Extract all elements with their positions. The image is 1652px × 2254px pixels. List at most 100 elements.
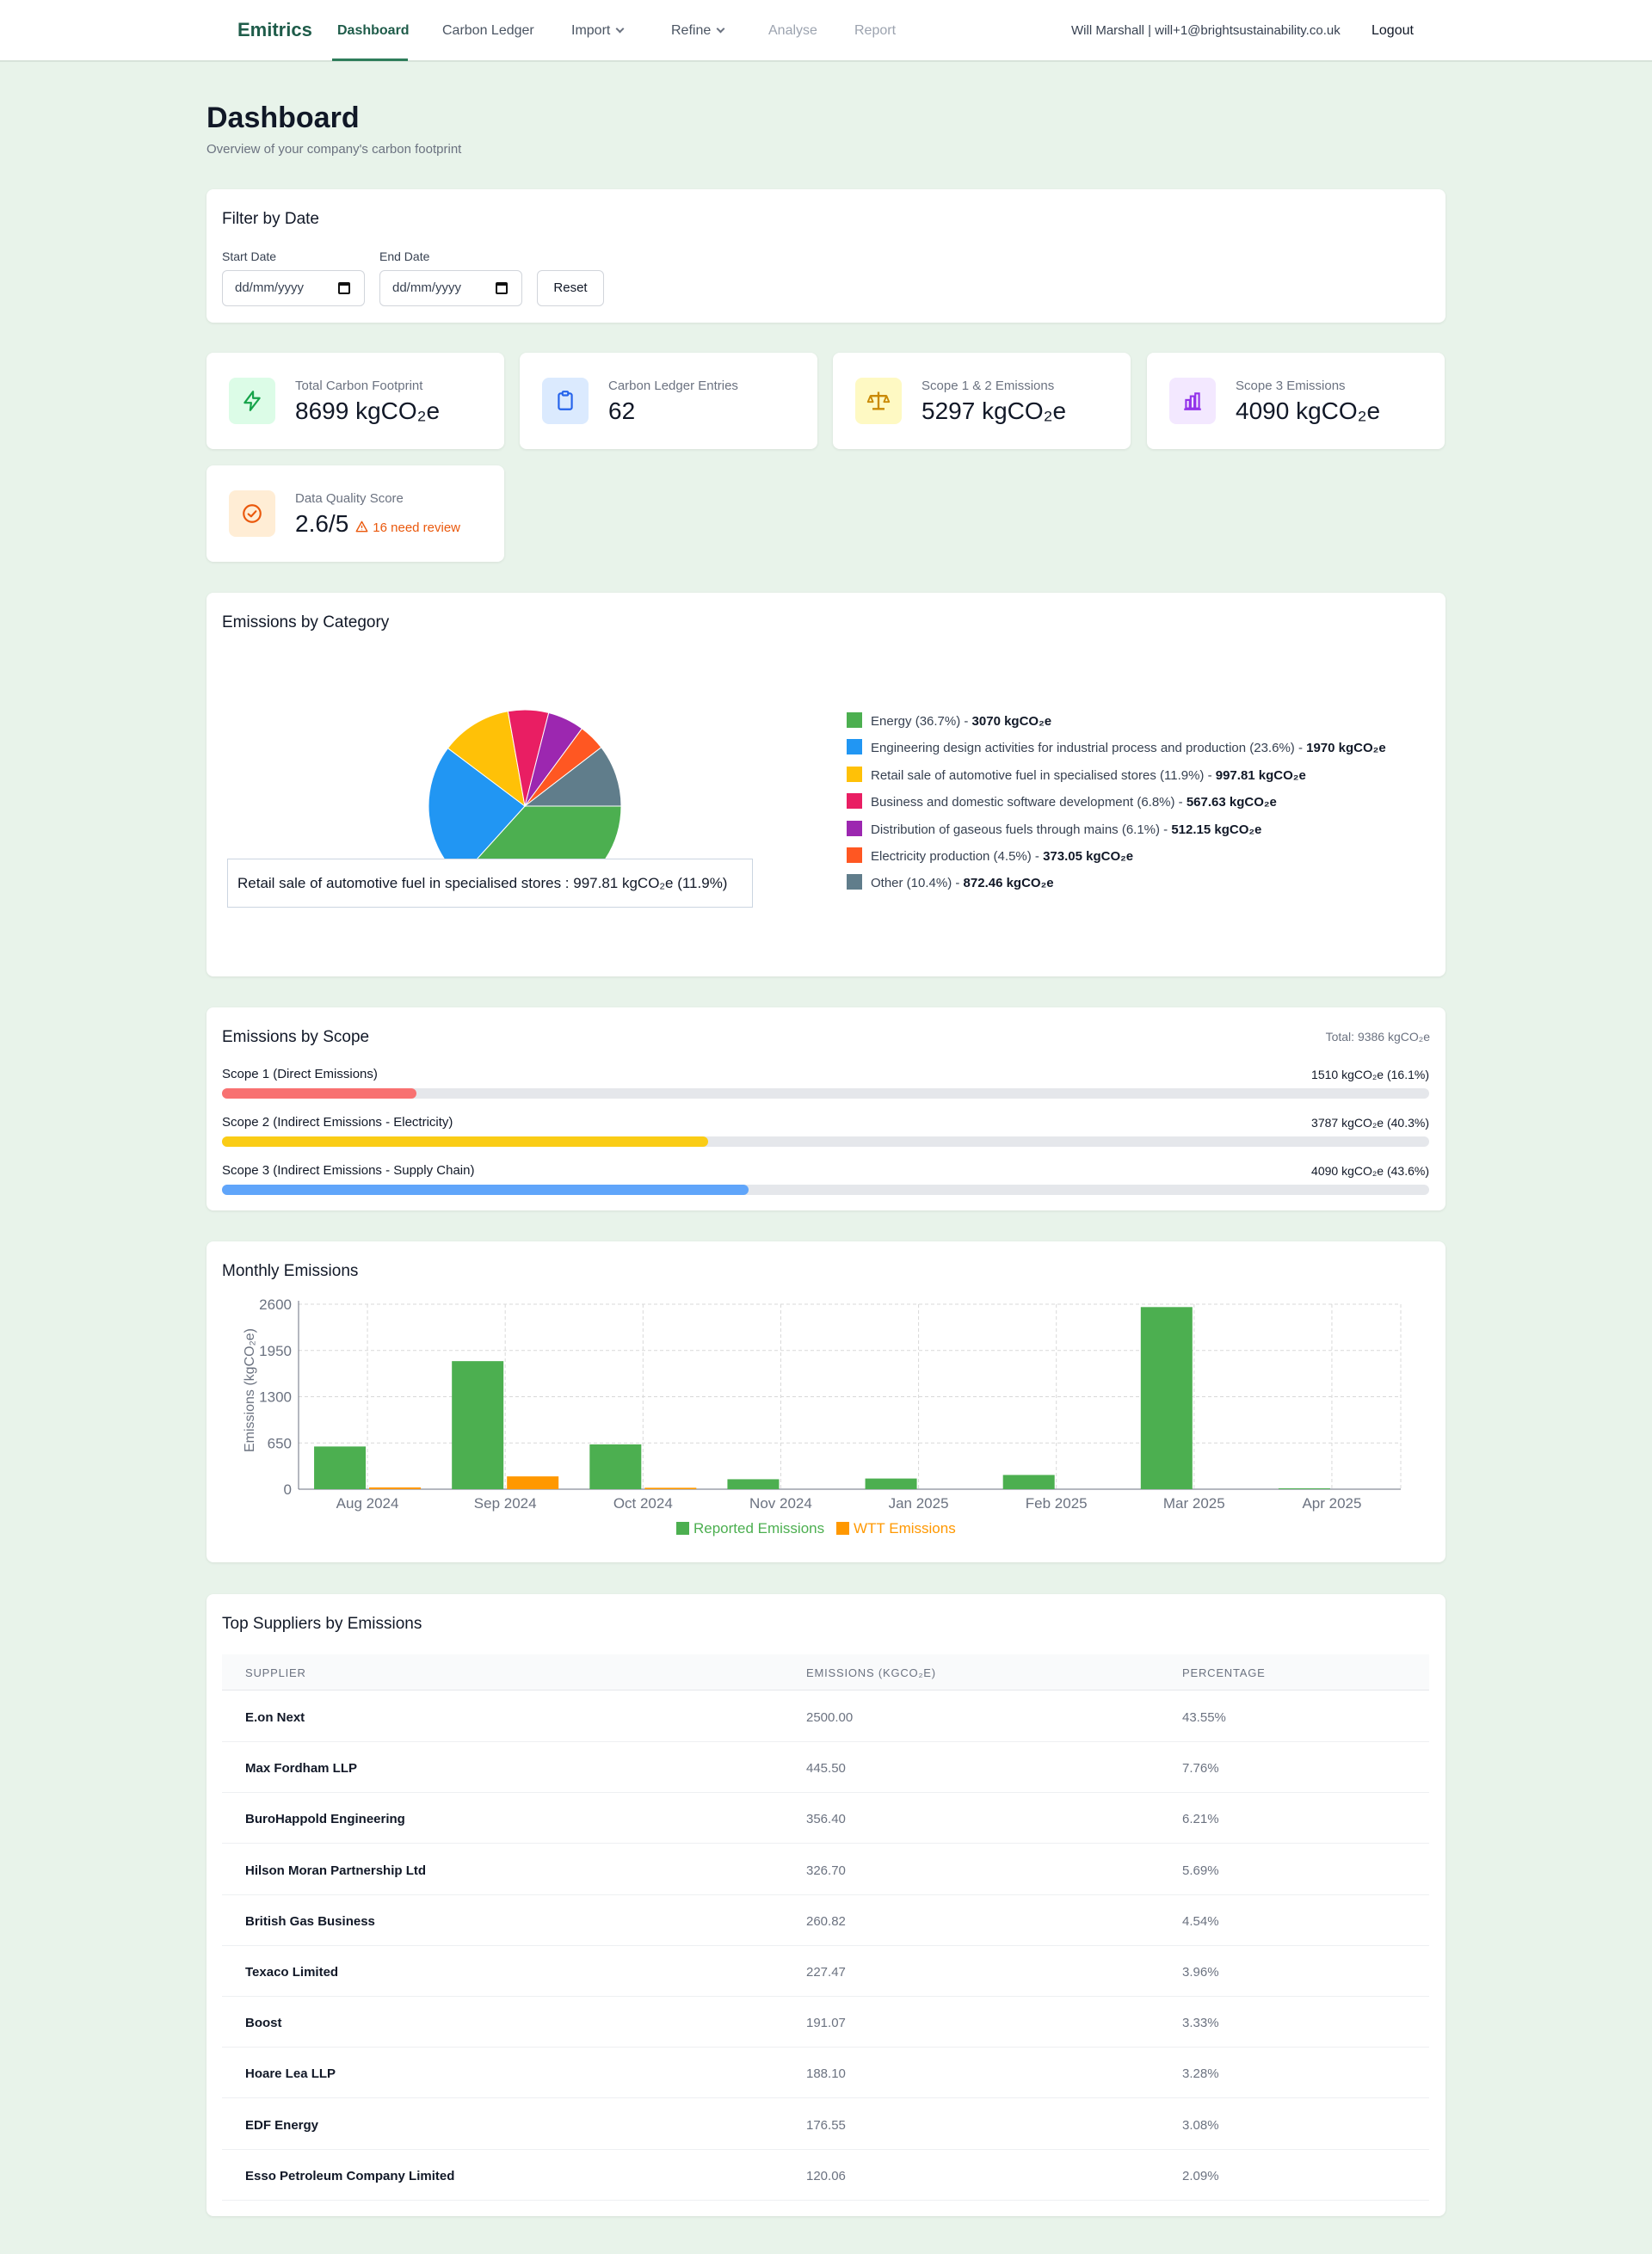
review-warning-text: 16 need review [373, 520, 461, 535]
supplier-percentage: 3.33% [1182, 2016, 1219, 2031]
bar-reported[interactable] [314, 1446, 367, 1489]
table-row[interactable]: EDF Energy 176.55 3.08% [222, 2099, 1429, 2150]
table-row[interactable]: British Gas Business 260.82 4.54% [222, 1895, 1429, 1946]
supplier-percentage: 3.28% [1182, 2066, 1219, 2082]
chevron-down-icon [615, 24, 625, 34]
check-circle-icon [229, 490, 275, 537]
legend-label[interactable]: Reported Emissions [693, 1520, 824, 1537]
category-card: Emissions by Category [206, 593, 1446, 976]
reset-button[interactable]: Reset [537, 270, 604, 306]
scope-total: Total: 9386 kgCO₂e [1325, 1030, 1430, 1044]
table-row[interactable]: Esso Petroleum Company Limited 120.06 2.09… [222, 2150, 1429, 2201]
supplier-emissions: 176.55 [806, 2117, 846, 2133]
category-pie-chart[interactable] [420, 701, 626, 865]
nav-carbon-ledger[interactable]: Carbon Ledger [442, 23, 534, 38]
legend-swatch [847, 766, 862, 782]
start-date-input[interactable]: dd/mm/yyyy [222, 270, 365, 306]
legend-label: Other (10.4%) - [871, 876, 964, 891]
y-tick-label: 650 [268, 1435, 292, 1451]
stat-label: Scope 1 & 2 Emissions [922, 379, 1055, 393]
bar-reported[interactable] [1002, 1475, 1055, 1489]
legend-item[interactable]: Retail sale of automotive fuel in specia… [847, 766, 1306, 783]
y-tick-label: 1950 [259, 1343, 292, 1359]
review-warning[interactable]: 16 need review [355, 520, 460, 535]
table-row[interactable]: Max Fordham LLP 445.50 7.76% [222, 1742, 1429, 1794]
end-date-input[interactable]: dd/mm/yyyy [379, 270, 522, 306]
calendar-icon[interactable] [496, 282, 508, 294]
y-tick-label: 1300 [259, 1389, 292, 1406]
page-title: Dashboard [206, 102, 360, 134]
legend-value: 567.63 kgCO₂e [1186, 795, 1277, 810]
bar-wtt[interactable] [644, 1487, 697, 1489]
logout-button[interactable]: Logout [1372, 23, 1414, 38]
legend-item[interactable]: Electricity production (4.5%) - 373.05 k… [847, 847, 1133, 864]
table-row[interactable]: Texaco Limited 227.47 3.96% [222, 1946, 1429, 1997]
legend-value: 373.05 kgCO₂e [1043, 849, 1134, 864]
header-supplier[interactable]: SUPPLIER [245, 1666, 306, 1679]
stat-card-ledger-entries: Carbon Ledger Entries 62 [520, 353, 817, 449]
supplier-name: Max Fordham LLP [245, 1761, 358, 1777]
supplier-percentage: 3.08% [1182, 2117, 1219, 2133]
nav-report[interactable]: Report [854, 23, 897, 38]
lightning-icon [229, 378, 275, 424]
supplier-name: EDF Energy [245, 2117, 319, 2133]
table-row[interactable]: E.on Next 2500.00 43.55% [222, 1691, 1429, 1742]
legend-label[interactable]: WTT Emissions [854, 1520, 956, 1537]
table-row[interactable]: Hilson Moran Partnership Ltd 326.70 5.69% [222, 1844, 1429, 1895]
brand-logo[interactable]: Emitrics [237, 19, 312, 40]
end-date-value: dd/mm/yyyy [392, 280, 462, 295]
nav-dashboard[interactable]: Dashboard [337, 23, 410, 38]
bar-reported[interactable] [727, 1479, 780, 1489]
header-percentage[interactable]: PERCENTAGE [1182, 1666, 1266, 1679]
legend-item[interactable]: Distribution of gaseous fuels through ma… [847, 820, 1261, 837]
stat-value: 4090 kgCO₂e [1236, 397, 1381, 424]
x-tick-label: Apr 2025 [1302, 1495, 1361, 1512]
legend-value: 997.81 kgCO₂e [1215, 767, 1306, 783]
nav-refine[interactable]: Refine [671, 23, 725, 39]
legend-item[interactable]: Engineering design activities for indust… [847, 739, 1386, 755]
supplier-name: British Gas Business [245, 1913, 375, 1929]
legend-item[interactable]: Business and domestic software developme… [847, 793, 1277, 810]
bar-reported[interactable] [452, 1361, 504, 1489]
stat-card-scope12: Scope 1 & 2 Emissions 5297 kgCO₂e [833, 353, 1131, 449]
bar-reported[interactable] [865, 1478, 917, 1489]
nav-import[interactable]: Import [571, 23, 625, 39]
quality-score: 2.6/5 [295, 510, 349, 537]
legend-swatch [847, 874, 862, 890]
stat-label: Data Quality Score [295, 491, 404, 506]
pie-slice[interactable] [523, 747, 622, 807]
table-row[interactable]: BuroHappold Engineering 356.40 6.21% [222, 1793, 1429, 1844]
calendar-icon[interactable] [338, 282, 350, 294]
scope-value: 3787 kgCO₂e (40.3%) [1311, 1116, 1429, 1130]
table-row[interactable]: Hoare Lea LLP 188.10 3.28% [222, 2048, 1429, 2099]
page-subtitle: Overview of your company's carbon footpr… [206, 142, 462, 157]
pie-slice[interactable] [428, 747, 526, 865]
pie-slice[interactable] [460, 805, 622, 865]
legend-label: Engineering design activities for indust… [871, 741, 1307, 756]
filter-title: Filter by Date [222, 210, 319, 228]
bar-wtt[interactable] [507, 1476, 559, 1489]
scope-progress-track [222, 1136, 1429, 1147]
pie-slice[interactable] [447, 711, 526, 808]
x-tick-label: Nov 2024 [749, 1495, 812, 1512]
monthly-bar-chart[interactable]: 0 650 1300 1950 2600 Aug 2024 Sep 2024 Oct 2024… [206, 1241, 1446, 1562]
nav-analyse[interactable]: Analyse [768, 23, 817, 38]
supplier-emissions: 227.47 [806, 1965, 846, 1980]
x-tick-label: Mar 2025 [1163, 1495, 1225, 1512]
y-axis-label: Emissions (kgCO₂e) [243, 1328, 257, 1452]
bar-reported[interactable] [1278, 1488, 1330, 1489]
stat-label: Scope 3 Emissions [1236, 379, 1346, 393]
legend-item[interactable]: Other (10.4%) - 872.46 kgCO₂e [847, 874, 1054, 890]
header-emissions[interactable]: EMISSIONS (KGCO₂E) [806, 1666, 936, 1679]
scope-progress-track [222, 1088, 1429, 1099]
supplier-name: Boost [245, 2016, 282, 2031]
legend-item[interactable]: Energy (36.7%) - 3070 kgCO₂e [847, 712, 1051, 729]
bar-wtt[interactable] [369, 1487, 422, 1489]
supplier-name: Texaco Limited [245, 1965, 339, 1980]
suppliers-title: Top Suppliers by Emissions [222, 1615, 422, 1633]
table-row[interactable]: Boost 191.07 3.33% [222, 1997, 1429, 2048]
monthly-card: Monthly Emissions [206, 1241, 1446, 1562]
bar-reported[interactable] [1140, 1307, 1193, 1489]
stat-value: 8699 kgCO₂e [295, 397, 441, 424]
bar-reported[interactable] [589, 1444, 642, 1489]
